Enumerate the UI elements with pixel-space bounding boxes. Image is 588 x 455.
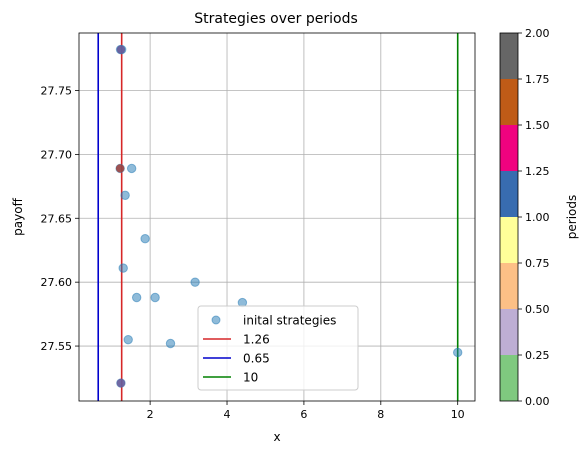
colorbar-segment <box>500 217 518 263</box>
colorbar-segment <box>500 125 518 171</box>
scatter-point <box>131 292 142 303</box>
legend-box <box>197 305 359 391</box>
y-tick-label: 27.70 <box>41 148 73 161</box>
y-gridlines <box>79 90 475 347</box>
colorbar-tick-label: 0.00 <box>525 395 550 408</box>
overlay-points <box>115 45 126 388</box>
scatter-point <box>452 347 463 358</box>
overlay-point <box>115 164 125 173</box>
vertical-reference-lines <box>97 33 459 401</box>
colorbar-segment <box>500 171 518 217</box>
scatter-point <box>120 190 130 200</box>
colorbar-segment <box>500 309 518 355</box>
scatter-point <box>165 338 176 349</box>
legend: inital strategies 1.26 0.65 10 <box>197 305 359 391</box>
x-tick-label: 4 <box>224 408 231 421</box>
colorbar-tick-label: 0.25 <box>525 349 550 362</box>
legend-label-0-65: 0.65 <box>243 352 270 366</box>
scatter-point <box>190 277 200 287</box>
colorbar-segment <box>500 79 518 125</box>
y-tick-label: 27.65 <box>41 212 73 225</box>
y-tick-label: 27.75 <box>41 85 73 98</box>
y-axis-label: payoff <box>11 197 25 235</box>
x-tick-label: 10 <box>451 408 465 421</box>
colorbar-ticks: 0.00 0.25 0.50 0.75 1.00 1.25 1.50 1.75 2.00 <box>518 27 550 408</box>
colorbar-segments <box>500 33 518 401</box>
x-axis-label: x <box>273 430 280 444</box>
scatter-point <box>126 163 137 174</box>
scatter-point <box>150 292 160 303</box>
scatter-point <box>118 263 128 273</box>
colorbar-tick-label: 0.50 <box>525 303 550 316</box>
scatter-point <box>140 234 150 244</box>
legend-label-1-26: 1.26 <box>243 333 270 347</box>
colorbar-tick-label: 2.00 <box>525 27 550 40</box>
colorbar-segment <box>500 263 518 309</box>
colorbar-label: periods <box>565 195 579 239</box>
overlay-point <box>116 45 126 54</box>
x-tick-label: 2 <box>147 408 154 421</box>
x-axis-ticks: 2 4 6 8 10 <box>147 401 465 421</box>
colorbar-tick-label: 1.00 <box>525 211 550 224</box>
y-axis-ticks: 27.55 27.60 27.65 27.70 27.75 <box>41 85 79 353</box>
x-tick-label: 6 <box>300 408 307 421</box>
colorbar-tick-label: 1.50 <box>525 119 550 132</box>
overlay-point <box>116 378 126 388</box>
colorbar-tick-label: 1.25 <box>525 165 550 178</box>
colorbar-segment <box>500 33 518 79</box>
plot-area <box>78 32 476 402</box>
legend-label-inital-strategies: inital strategies <box>243 314 336 328</box>
plot-frame <box>78 32 476 402</box>
colorbar: 0.00 0.25 0.50 0.75 1.00 1.25 1.50 1.75 2.00 per… <box>499 27 579 408</box>
x-tick-label: 8 <box>377 408 384 421</box>
y-tick-label: 27.60 <box>41 276 73 289</box>
scatter-point <box>123 334 133 345</box>
y-tick-label: 27.55 <box>41 340 73 353</box>
colorbar-tick-label: 1.75 <box>525 73 550 86</box>
colorbar-tick-label: 0.75 <box>525 257 550 270</box>
colorbar-segment <box>500 355 518 401</box>
legend-label-10: 10 <box>243 371 258 385</box>
legend-marker-inital-strategies <box>211 315 221 325</box>
chart-title: Strategies over periods <box>194 11 358 27</box>
